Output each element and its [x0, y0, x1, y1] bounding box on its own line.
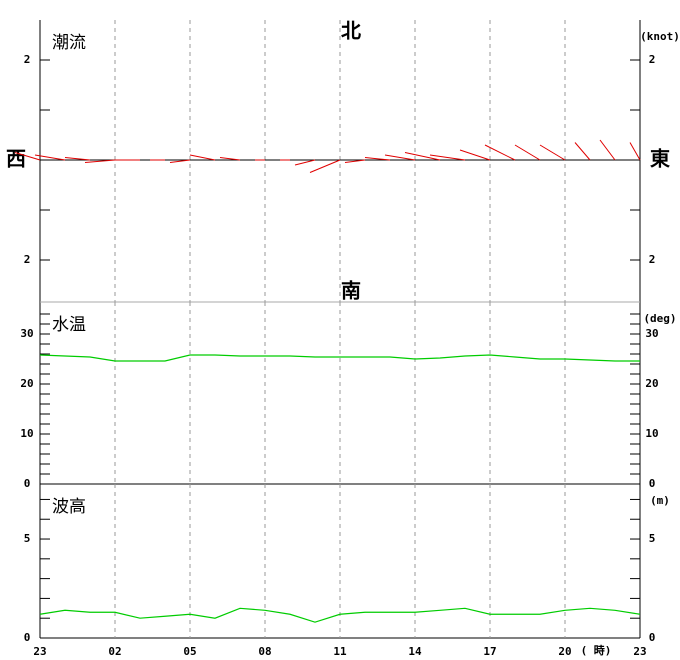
- x-tick-label: 11: [333, 645, 347, 658]
- current-vector: [429, 154, 466, 161]
- current-vector: [459, 149, 491, 161]
- current-vector: [309, 159, 341, 173]
- current-vector: [539, 144, 566, 161]
- y-tick-label: 2: [649, 53, 656, 66]
- panel-title: 水温: [52, 315, 86, 335]
- west-label: 西: [6, 147, 26, 171]
- panel-title: 波高: [52, 497, 86, 517]
- unit-label: (deg): [643, 312, 676, 325]
- y-tick-label: 20: [645, 377, 658, 390]
- x-tick-label: 02: [108, 645, 121, 658]
- y-tick-label: 0: [649, 631, 656, 644]
- x-tick-label: 05: [183, 645, 196, 658]
- y-tick-label: 5: [649, 532, 656, 545]
- current-vector: [189, 154, 216, 161]
- y-tick-label: 2: [24, 253, 31, 266]
- y-tick-label: 2: [24, 53, 31, 66]
- current-vector: [574, 142, 591, 161]
- current-vector: [14, 152, 41, 161]
- current-vector: [64, 157, 91, 161]
- current-vector: [384, 154, 416, 161]
- south-label: 南: [341, 279, 361, 303]
- current-vector: [599, 139, 616, 161]
- x-tick-label: 23: [633, 645, 646, 658]
- current-vector: [34, 154, 66, 161]
- current-vector: [219, 157, 241, 161]
- x-tick-label: 20: [558, 645, 571, 658]
- current-vector: [514, 144, 541, 161]
- x-tick-label: 08: [258, 645, 271, 658]
- current-vector: [484, 144, 516, 161]
- current-vector: [84, 159, 116, 163]
- y-tick-label: 0: [24, 477, 31, 490]
- x-tick-label: 23: [33, 645, 46, 658]
- x-tick-label: 17: [483, 645, 496, 658]
- current-vector: [344, 159, 366, 163]
- data-line: [39, 607, 641, 623]
- current-vector: [294, 159, 316, 166]
- east-label: 東: [650, 147, 670, 171]
- y-tick-label: 10: [20, 427, 33, 440]
- y-tick-label: 20: [20, 377, 33, 390]
- north-label: 北: [341, 19, 361, 43]
- unit-label: (m): [650, 494, 670, 507]
- current-vector: [364, 157, 391, 161]
- y-tick-label: 0: [649, 477, 656, 490]
- y-tick-label: 5: [24, 532, 31, 545]
- y-tick-label: 30: [645, 327, 658, 340]
- current-vector: [404, 152, 441, 161]
- data-line: [39, 354, 640, 362]
- y-tick-label: 2: [649, 253, 656, 266]
- x-tick-label: 14: [408, 645, 422, 658]
- unit-label: (knot): [640, 30, 680, 43]
- x-axis-label: ( 時): [581, 643, 612, 657]
- y-tick-label: 30: [20, 327, 33, 340]
- y-tick-label: 0: [24, 631, 31, 644]
- current-vector: [629, 142, 641, 161]
- panel-title: 潮流: [52, 33, 86, 53]
- current-vector: [169, 159, 191, 163]
- y-tick-label: 10: [645, 427, 658, 440]
